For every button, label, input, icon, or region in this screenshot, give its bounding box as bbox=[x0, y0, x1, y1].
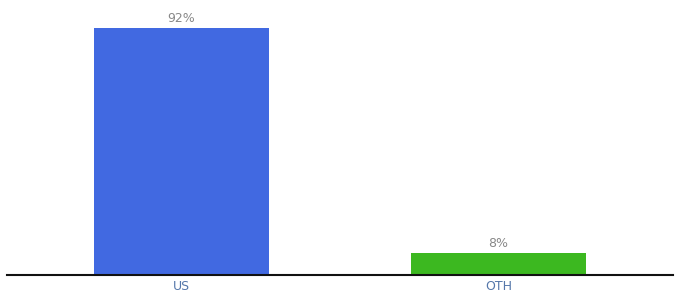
Text: 92%: 92% bbox=[167, 12, 195, 25]
Bar bbox=[411, 253, 586, 274]
Text: 8%: 8% bbox=[489, 237, 509, 250]
Bar bbox=[94, 28, 269, 274]
